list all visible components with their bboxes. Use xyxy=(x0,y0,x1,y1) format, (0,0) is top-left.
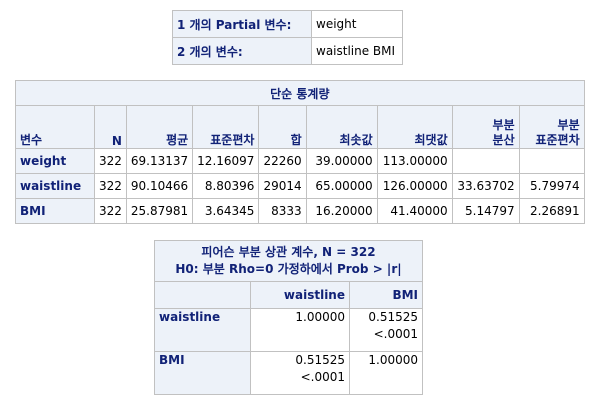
table-header-row: waistline BMI xyxy=(154,281,423,309)
row-header-weight: weight xyxy=(15,148,95,174)
table-row: waistline 322 90.10466 8.80396 29014 65.… xyxy=(15,173,585,199)
row-header-waistline: waistline xyxy=(15,173,95,199)
cell-partial-std: 2.26891 xyxy=(518,198,585,224)
partial-correlation-table: 피어슨 부분 상관 계수, N = 322 H0: 부분 Rho=0 가정하에서… xyxy=(154,240,423,395)
cell-max: 113.00000 xyxy=(376,148,453,174)
cell-sum: 8333 xyxy=(258,198,307,224)
cell-mean: 69.13137 xyxy=(125,148,194,174)
partial-var-label: 1 개의 Partial 변수: xyxy=(172,10,312,38)
col-header-partial-std-line2: 표준편차 xyxy=(535,133,580,147)
col-header-max: 최댓값 xyxy=(376,105,453,149)
col-header-min: 최솟값 xyxy=(305,105,378,149)
corner-cell xyxy=(154,281,251,309)
cell-max: 126.00000 xyxy=(376,173,453,199)
cell-n: 322 xyxy=(94,148,127,174)
corr-value: 0.51525 xyxy=(368,310,418,324)
cell-min: 39.00000 xyxy=(305,148,378,174)
cell-std: 3.64345 xyxy=(192,198,260,224)
col-header-waistline: waistline xyxy=(250,281,350,309)
cell-mean: 90.10466 xyxy=(125,173,194,199)
cell-n: 322 xyxy=(94,173,127,199)
corr-cell: 0.51525 <.0001 xyxy=(250,351,350,395)
col-header-sum: 합 xyxy=(258,105,307,149)
cell-partial-var xyxy=(451,148,520,174)
cell-min: 16.20000 xyxy=(305,198,378,224)
corr-value: 0.51525 xyxy=(295,353,345,367)
cell-sum: 22260 xyxy=(258,148,307,174)
cell-sum: 29014 xyxy=(258,173,307,199)
col-header-mean: 평균 xyxy=(125,105,194,149)
p-value: <.0001 xyxy=(373,327,418,341)
cell-max: 41.40000 xyxy=(376,198,453,224)
col-header-partial-var-line1: 부분 xyxy=(492,118,515,132)
table-row: weight 322 69.13137 12.16097 22260 39.00… xyxy=(15,148,585,174)
table-row: 1 개의 Partial 변수: weight xyxy=(172,10,403,38)
p-value: <.0001 xyxy=(300,370,345,384)
row-header-waistline: waistline xyxy=(154,308,251,352)
vars-label: 2 개의 변수: xyxy=(172,37,312,65)
simple-stats-table: 단순 통계량 변수 N 평균 표준편차 합 최솟값 최댓값 부분 분산 부분 표… xyxy=(15,80,585,224)
partial-corr-title: 피어슨 부분 상관 계수, N = 322 H0: 부분 Rho=0 가정하에서… xyxy=(154,240,423,282)
col-header-partial-var: 부분 분산 xyxy=(451,105,520,149)
col-header-var: 변수 xyxy=(15,105,95,149)
cell-partial-var: 33.63702 xyxy=(451,173,520,199)
col-header-partial-std: 부분 표준편차 xyxy=(518,105,585,149)
cell-std: 8.80396 xyxy=(192,173,260,199)
corr-cell: 1.00000 xyxy=(250,308,350,352)
partial-var-value: weight xyxy=(311,10,403,38)
cell-n: 322 xyxy=(94,198,127,224)
cell-std: 12.16097 xyxy=(192,148,260,174)
table-caption-row: 단순 통계량 xyxy=(15,80,585,106)
col-header-partial-var-line2: 분산 xyxy=(492,133,515,147)
partial-corr-title-line2: H0: 부분 Rho=0 가정하에서 Prob > |r| xyxy=(175,262,402,276)
row-header-bmi: BMI xyxy=(154,351,251,395)
row-header-bmi: BMI xyxy=(15,198,95,224)
table-row: 2 개의 변수: waistline BMI xyxy=(172,37,403,65)
cell-mean: 25.87981 xyxy=(125,198,194,224)
vars-value: waistline BMI xyxy=(311,37,403,65)
table-caption-row: 피어슨 부분 상관 계수, N = 322 H0: 부분 Rho=0 가정하에서… xyxy=(154,240,423,282)
simple-stats-title: 단순 통계량 xyxy=(15,80,585,106)
partial-variables-table: 1 개의 Partial 변수: weight 2 개의 변수: waistli… xyxy=(172,10,403,65)
cell-partial-var: 5.14797 xyxy=(451,198,520,224)
table-header-row: 변수 N 평균 표준편차 합 최솟값 최댓값 부분 분산 부분 표준편차 xyxy=(15,105,585,149)
table-row: waistline 1.00000 0.51525 <.0001 xyxy=(154,308,423,352)
cell-partial-std xyxy=(518,148,585,174)
corr-value: 1.00000 xyxy=(368,353,418,367)
corr-cell: 0.51525 <.0001 xyxy=(349,308,423,352)
col-header-partial-std-line1: 부분 xyxy=(557,118,580,132)
corr-cell: 1.00000 xyxy=(349,351,423,395)
table-row: BMI 322 25.87981 3.64345 8333 16.20000 4… xyxy=(15,198,585,224)
col-header-n: N xyxy=(94,105,127,149)
table-row: BMI 0.51525 <.0001 1.00000 xyxy=(154,351,423,395)
cell-min: 65.00000 xyxy=(305,173,378,199)
cell-partial-std: 5.79974 xyxy=(518,173,585,199)
col-header-bmi: BMI xyxy=(349,281,423,309)
corr-value: 1.00000 xyxy=(295,310,345,324)
partial-corr-title-line1: 피어슨 부분 상관 계수, N = 322 xyxy=(201,245,376,259)
col-header-std: 표준편차 xyxy=(192,105,260,149)
